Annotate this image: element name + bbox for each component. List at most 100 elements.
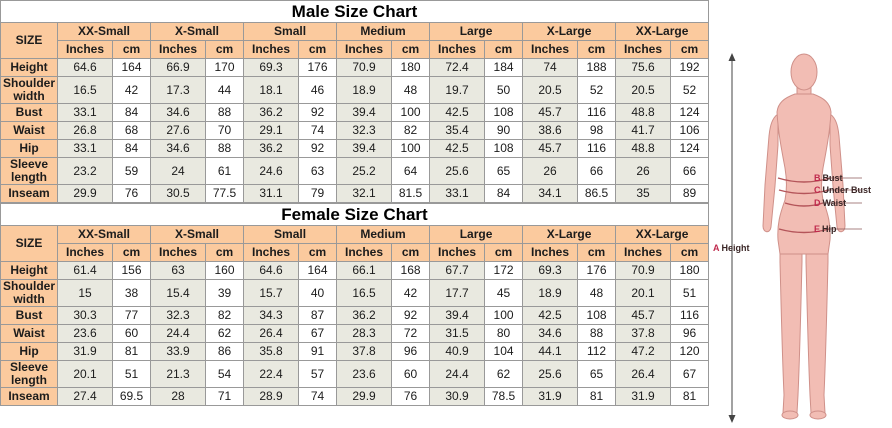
- label-hip-text: Hip: [822, 224, 837, 234]
- unit-header-cell: Inches: [243, 40, 300, 59]
- value-inches: 33.1: [57, 139, 113, 158]
- value-cm: 108: [484, 103, 524, 122]
- value-cm: 116: [577, 139, 617, 158]
- value-inches: 33.1: [57, 103, 113, 122]
- value-inches: 27.6: [150, 121, 206, 140]
- value-inches: 31.5: [429, 324, 486, 343]
- unit-header-cell: Inches: [522, 243, 579, 262]
- label-waist: D Waist: [814, 198, 846, 208]
- value-inches: 75.6: [615, 58, 672, 77]
- value-cm: 124: [670, 139, 710, 158]
- value-inches: 28.9: [243, 387, 300, 406]
- measurement-row: Hip 33.1 84 34.6 88 36.2 92 39.4 100 42.5 108 45.7 1…: [0, 139, 710, 158]
- value-cm: 170: [204, 58, 245, 77]
- value-cm: 176: [298, 58, 338, 77]
- value-cm: 66: [670, 157, 710, 185]
- value-inches: 39.4: [336, 103, 393, 122]
- size-column-header: Small: [243, 22, 338, 41]
- value-inches: 40.9: [429, 342, 486, 361]
- value-cm: 76: [391, 387, 431, 406]
- value-cm: 164: [298, 261, 338, 280]
- unit-header-cell: cm: [670, 40, 710, 59]
- value-inches: 26.8: [57, 121, 113, 140]
- value-cm: 38: [112, 279, 151, 307]
- female-size-table: SIZE XX-Small X-Small Small Medium Large X-Lar…: [0, 225, 710, 406]
- unit-header-cell: Inches: [243, 243, 300, 262]
- value-inches: 33.9: [150, 342, 206, 361]
- value-inches: 18.9: [336, 76, 393, 104]
- value-inches: 30.3: [57, 306, 113, 325]
- measurement-row-label: Sleeve length: [0, 157, 58, 185]
- value-cm: 82: [204, 306, 245, 325]
- label-under-bust-letter: C: [814, 185, 821, 195]
- measurement-row-label: Bust: [0, 306, 58, 325]
- value-inches: 30.5: [150, 184, 206, 203]
- value-inches: 74: [522, 58, 579, 77]
- size-charts-column: Male Size Chart SIZE XX-Small X-Small Small…: [0, 0, 712, 406]
- size-column-header: Large: [429, 225, 524, 244]
- value-inches: 18.1: [243, 76, 300, 104]
- value-cm: 92: [298, 139, 338, 158]
- measurement-row: Bust 33.1 84 34.6 88 36.2 92 39.4 100 42.5 108 45.7…: [0, 103, 710, 122]
- label-height-letter: A: [713, 243, 720, 253]
- value-inches: 41.7: [615, 121, 672, 140]
- female-size-chart-section: Female Size Chart SIZE XX-Small X-Small Sma…: [0, 203, 712, 406]
- value-inches: 33.1: [429, 184, 486, 203]
- value-inches: 37.8: [615, 324, 672, 343]
- value-inches: 36.2: [243, 103, 300, 122]
- value-inches: 72.4: [429, 58, 486, 77]
- value-cm: 74: [298, 387, 338, 406]
- size-column-header: X-Small: [149, 22, 245, 41]
- value-cm: 84: [484, 184, 524, 203]
- measurement-row: Bust 30.3 77 32.3 82 34.3 87 36.2 92 39.4 100 42.5 1…: [0, 306, 710, 325]
- value-inches: 64.6: [243, 261, 300, 280]
- size-column-header: XX-Small: [57, 22, 151, 41]
- value-inches: 34.6: [150, 103, 206, 122]
- measurement-row-label: Inseam: [0, 184, 58, 203]
- value-inches: 20.5: [522, 76, 579, 104]
- measurement-row: Waist 23.6 60 24.4 62 26.4 67 28.3 72 31.5 80 34.6 8…: [0, 324, 710, 343]
- value-inches: 19.7: [429, 76, 486, 104]
- value-cm: 79: [298, 184, 338, 203]
- value-cm: 106: [670, 121, 710, 140]
- unit-header-cell: cm: [670, 243, 710, 262]
- value-cm: 88: [204, 139, 245, 158]
- label-height-text: Height: [721, 243, 750, 253]
- measurement-row: Height 61.4 156 63 160 64.6 164 66.1 168 67.7 172 6…: [0, 261, 710, 280]
- measurement-row-label: Hip: [0, 342, 58, 361]
- value-cm: 52: [670, 76, 710, 104]
- value-inches: 17.7: [429, 279, 486, 307]
- unit-header-cell: Inches: [57, 40, 113, 59]
- value-cm: 89: [670, 184, 710, 203]
- value-inches: 67.7: [429, 261, 486, 280]
- value-inches: 70.9: [336, 58, 393, 77]
- male-size-chart-section: Male Size Chart SIZE XX-Small X-Small Small…: [0, 0, 712, 203]
- unit-header-cell: cm: [204, 40, 245, 59]
- value-cm: 74: [298, 121, 338, 140]
- value-inches: 26.4: [615, 360, 672, 388]
- value-inches: 24.4: [150, 324, 206, 343]
- size-header-cell: SIZE: [0, 22, 58, 59]
- value-cm: 76: [112, 184, 151, 203]
- value-cm: 81: [577, 387, 617, 406]
- value-cm: 156: [112, 261, 151, 280]
- measurement-row-label: Sleeve length: [0, 360, 58, 388]
- value-inches: 15.7: [243, 279, 300, 307]
- value-inches: 66.9: [150, 58, 206, 77]
- value-cm: 116: [577, 103, 617, 122]
- male-chart-title: Male Size Chart: [0, 0, 709, 22]
- measurement-row-label: Hip: [0, 139, 58, 158]
- measurement-row-label: Waist: [0, 121, 58, 140]
- value-inches: 16.5: [57, 76, 113, 104]
- value-cm: 120: [670, 342, 710, 361]
- label-waist-text: Waist: [822, 198, 847, 208]
- value-cm: 87: [298, 306, 338, 325]
- value-inches: 20.1: [57, 360, 113, 388]
- value-inches: 37.8: [336, 342, 393, 361]
- value-inches: 20.1: [615, 279, 672, 307]
- unit-header-cell: Inches: [429, 40, 486, 59]
- value-cm: 81.5: [391, 184, 431, 203]
- unit-header-cell: Inches: [150, 243, 206, 262]
- measurement-row-label: Bust: [0, 103, 58, 122]
